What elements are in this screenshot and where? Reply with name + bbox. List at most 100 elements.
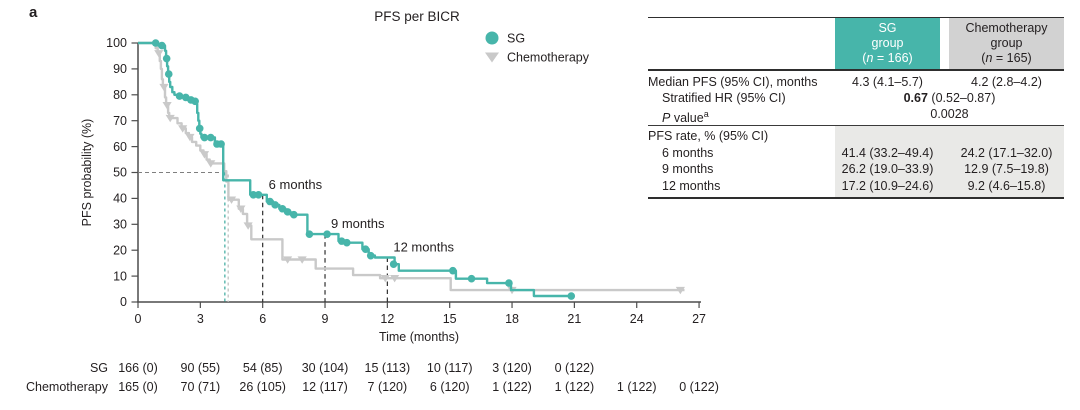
pfs-rate-shading <box>835 126 1064 197</box>
y-tick-label: 20 <box>113 243 127 257</box>
risk-count: 1 (122) <box>555 380 595 394</box>
legend: SG Chemotherapy <box>485 31 590 65</box>
censor-mark-triangle <box>185 133 195 142</box>
legend-chemo-marker-icon <box>485 52 499 63</box>
x-axis-label: Time (months) <box>379 330 459 344</box>
censor-mark-circle <box>449 266 457 275</box>
sg-header-line1: SG <box>878 21 897 35</box>
risk-count: 7 (120) <box>368 380 408 394</box>
censor-mark-circle <box>389 260 398 268</box>
censor-mark-circle <box>366 251 375 260</box>
median-pfs-row: Median PFS (95% CI), months 4.3 (4.1–5.7… <box>648 74 1064 90</box>
timepoint-label: 12 months <box>393 239 454 254</box>
risk-count: 12 (117) <box>302 380 348 394</box>
pfs-rate-12mo-row: 12 months 17.2 (10.9–24.6) 9.2 (4.6–15.8… <box>662 178 1046 193</box>
pfs-rate-9mo-row: 9 months 26.2 (19.0–33.9) 12.9 (7.5–19.8… <box>662 162 1049 176</box>
y-tick-label: 50 <box>113 166 127 180</box>
x-tick-label: 3 <box>197 312 204 326</box>
censor-mark-circle <box>151 39 160 47</box>
censor-mark-circle <box>164 70 173 78</box>
censor-mark-triangle <box>243 222 253 230</box>
x-tick-label: 6 <box>259 312 266 326</box>
censor-mark-circle <box>567 292 576 300</box>
risk-count: 90 (55) <box>181 361 221 375</box>
risk-count: 3 (120) <box>492 361 532 375</box>
censor-mark-triangle <box>159 83 169 92</box>
risk-count: 1 (122) <box>492 380 532 394</box>
censor-mark-circle <box>249 190 258 199</box>
sg-header-n: (n = 166) <box>862 51 913 65</box>
chemo-header-line1: Chemotherapy <box>965 21 1048 35</box>
header-spacer <box>648 18 835 69</box>
risk-count: 15 (113) <box>365 361 411 375</box>
censor-mark-circle <box>191 97 199 106</box>
x-tick-label: 21 <box>567 312 581 326</box>
y-tick-label: 60 <box>113 140 127 154</box>
km-plot: PFS per BICR SG Chemotherapy PFS probabi… <box>26 9 719 394</box>
x-tick-label: 0 <box>135 312 142 326</box>
pfs-rate-header-row: PFS rate, % (95% CI) <box>648 128 1064 145</box>
timepoint-label: 6 months <box>269 177 323 192</box>
censor-mark-circle <box>206 133 215 142</box>
x-tick-label: 27 <box>692 312 706 326</box>
median-pfs-label: Median PFS (95% CI), months <box>648 75 818 89</box>
y-tick-label: 0 <box>120 295 127 309</box>
p-value-label: P valuea <box>662 109 709 126</box>
censor-mark-triangle <box>206 160 216 168</box>
censor-mark-triangle <box>226 196 237 204</box>
summary-table-header: SG group (n = 166) Chemotherapy group (n… <box>648 18 1064 71</box>
risk-count: 70 (71) <box>181 380 221 394</box>
risk-row-label: Chemotherapy <box>26 380 109 394</box>
risk-count: 26 (105) <box>239 380 286 394</box>
censor-mark-triangle <box>380 274 390 283</box>
y-tick-label: 30 <box>113 218 127 232</box>
stratified-hr-value: 0.67 (0.52–0.87) <box>903 91 996 105</box>
censor-mark-circle <box>175 92 184 100</box>
km-curve-chemotherapy <box>138 41 685 292</box>
censor-mark-circle <box>158 41 166 50</box>
y-tick-label: 70 <box>113 114 127 128</box>
x-tick-label: 18 <box>505 312 519 326</box>
censor-mark-circle <box>271 201 279 209</box>
y-tick-label: 40 <box>113 192 127 206</box>
censor-mark-triangle <box>283 256 293 264</box>
p-value-value: 0.0028 <box>930 107 969 121</box>
risk-count: 165 (0) <box>118 380 158 394</box>
legend-sg-marker-icon <box>485 31 499 45</box>
censor-mark-triangle <box>178 125 188 133</box>
risk-row-label: SG <box>90 361 108 375</box>
censor-mark-triangle <box>390 274 400 283</box>
censor-mark-circle <box>290 210 298 219</box>
censor-mark-triangle <box>162 101 172 110</box>
censor-mark-triangle <box>199 151 210 159</box>
censor-mark-triangle <box>165 114 175 123</box>
risk-count: 30 (104) <box>302 361 349 375</box>
km-curve-sg <box>138 41 573 298</box>
panel-label: a <box>29 4 38 21</box>
legend-sg-label: SG <box>507 32 525 46</box>
risk-count: 0 (122) <box>679 380 719 394</box>
censor-mark-triangle <box>154 50 164 58</box>
x-tick-label: 12 <box>380 312 394 326</box>
censor-mark-circle <box>283 208 292 216</box>
plot-generated: 0 10 20 30 40 50 60 70 80 90 100 0 3 6 9 12 15 18 21 24 27 6 … <box>26 36 719 394</box>
censor-mark-circle <box>343 238 351 247</box>
y-tick-label: 100 <box>106 36 127 50</box>
censor-mark-circle <box>217 140 225 148</box>
median-pfs-sg-value: 4.3 (4.1–5.7) <box>852 75 923 89</box>
x-tick-label: 15 <box>443 312 457 326</box>
censor-mark-circle <box>323 230 331 238</box>
pfs-rate-6mo-row: 6 months 41.4 (33.2–49.4) 24.2 (17.1–32.… <box>662 145 1053 160</box>
y-axis-label: PFS probability (%) <box>80 119 94 227</box>
censor-mark-circle <box>162 54 171 63</box>
censor-mark-circle <box>254 190 263 199</box>
legend-chemo-label: Chemotherapy <box>507 51 590 65</box>
censor-mark-circle <box>467 274 476 283</box>
y-tick-label: 90 <box>113 62 127 76</box>
y-tick-label: 10 <box>113 269 127 283</box>
x-tick-label: 24 <box>630 312 644 326</box>
y-tick-label: 80 <box>113 88 127 102</box>
chemo-group-header-cell: Chemotherapy group (n = 165) <box>949 18 1064 69</box>
stratified-hr-label: Stratified HR (95% CI) <box>662 91 786 105</box>
